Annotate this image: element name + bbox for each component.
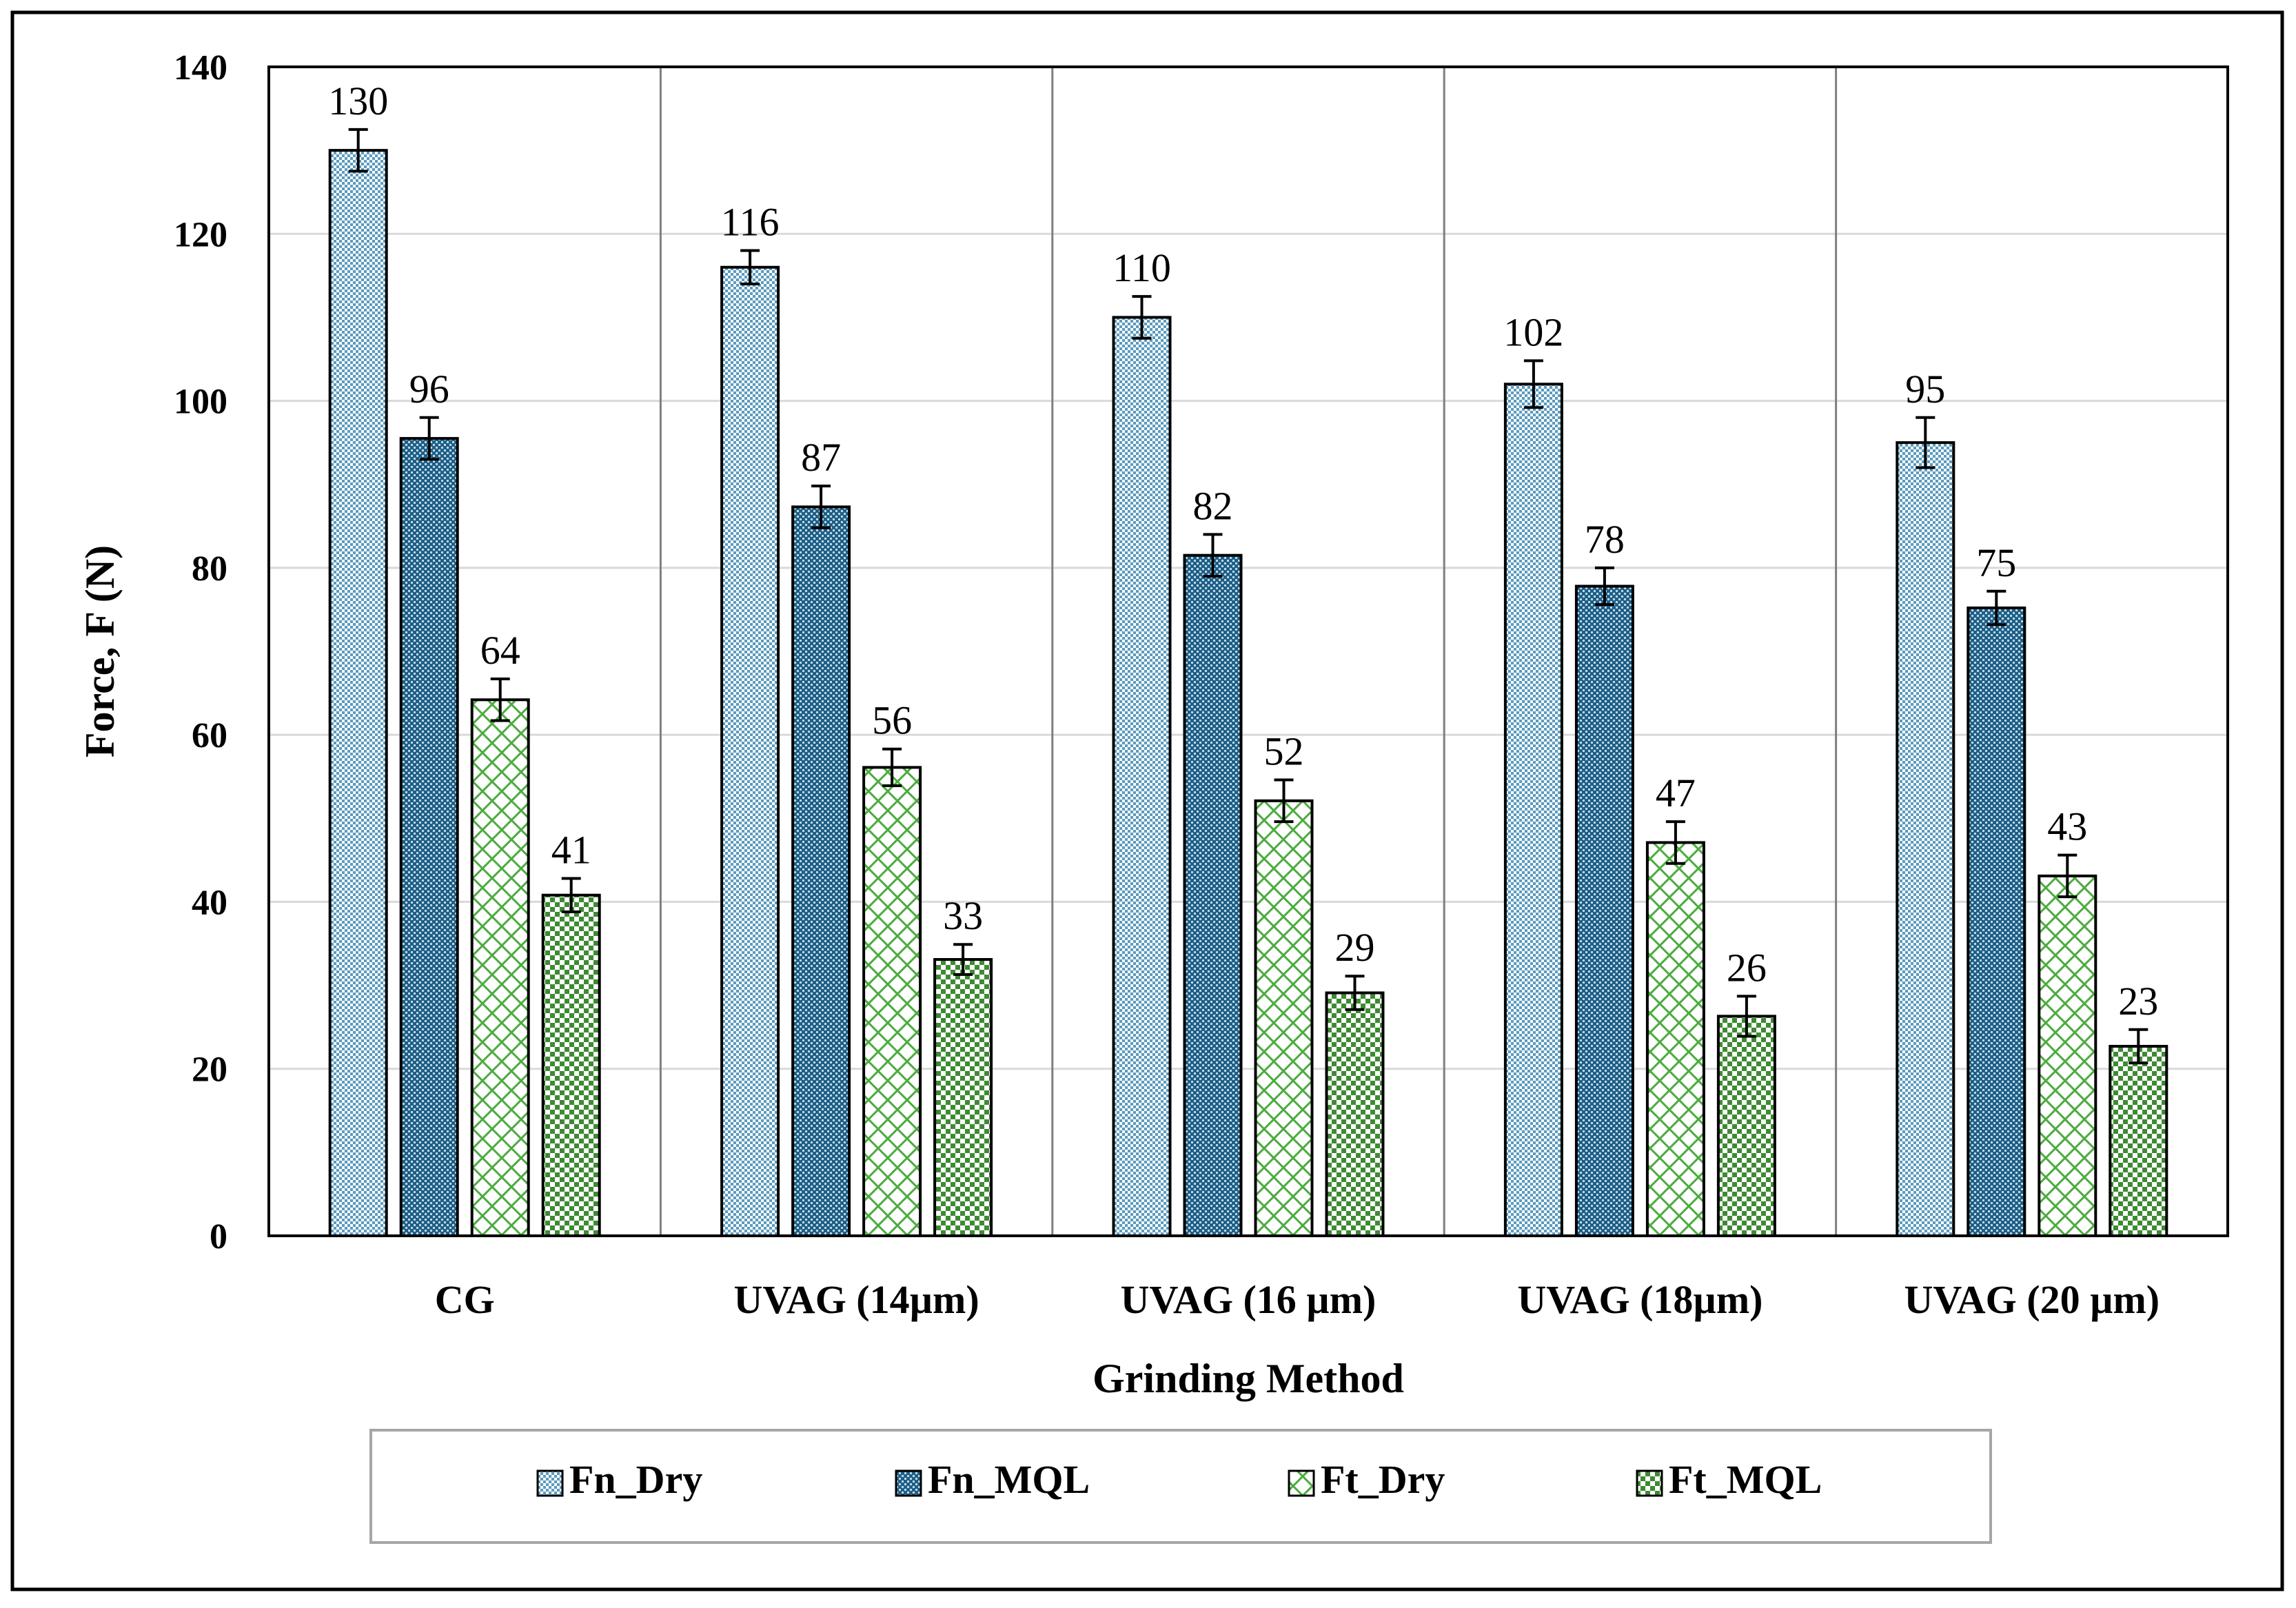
data-label-Fn_Dry-1: 116 (721, 200, 780, 245)
y-tick-label: 80 (192, 549, 227, 589)
category-separators (659, 67, 1838, 1236)
y-tick-label: 120 (174, 215, 227, 254)
data-label-Ft_Dry-1: 56 (872, 698, 912, 743)
bar-Ft_Dry-2 (1254, 799, 1314, 1237)
data-label-Fn_Dry-0: 130 (328, 79, 388, 123)
bar-Fn_MQL-0 (399, 437, 459, 1237)
bar-Ft_Dry-1 (862, 766, 922, 1237)
bar-Fn_Dry-3 (1503, 383, 1563, 1237)
data-label-Fn_Dry-2: 110 (1113, 245, 1171, 290)
data-label-Fn_MQL-4: 75 (1976, 540, 2016, 585)
bar-Ft_MQL-2 (1325, 991, 1385, 1237)
x-category-label: UVAG (14µm) (734, 1277, 979, 1322)
data-label-Fn_Dry-3: 102 (1503, 309, 1563, 354)
y-tick-label: 140 (174, 48, 227, 88)
x-category-labels: CG UVAG (14µm) UVAG (16 µm) UVAG (18µm) UVAG… (435, 1277, 2160, 1322)
legend-box (369, 1429, 1992, 1544)
y-tick-label: 100 (174, 383, 227, 422)
data-label-Ft_Dry-4: 43 (2047, 804, 2087, 849)
x-category-label: CG (435, 1277, 495, 1322)
bar-Fn_MQL-2 (1183, 553, 1243, 1237)
y-tick-label: 60 (192, 716, 227, 755)
bar-Fn_MQL-3 (1574, 584, 1634, 1237)
bar-Fn_MQL-1 (791, 505, 851, 1237)
legend-label-Fn_Dry: Fn_Dry (569, 1457, 702, 1502)
data-label-Ft_MQL-1: 33 (943, 893, 983, 938)
legend-swatch-Ft_MQL (1636, 1469, 1663, 1497)
bar-Ft_Dry-4 (2038, 874, 2097, 1237)
legend-swatch-Fn_MQL (895, 1469, 922, 1497)
data-label-Ft_Dry-0: 64 (480, 628, 520, 673)
legend-swatch-Ft_Dry (1288, 1469, 1315, 1497)
plot-area-border (267, 65, 2229, 1237)
x-axis-title: Grinding Method (1093, 1356, 1404, 1401)
data-label-Fn_MQL-2: 82 (1193, 483, 1233, 528)
legend-label-Fn_MQL: Fn_MQL (928, 1457, 1090, 1502)
bar-Ft_MQL-0 (541, 893, 601, 1238)
bar-Ft_Dry-0 (470, 698, 530, 1237)
y-tick-label: 40 (192, 883, 227, 922)
y-tick-labels: 0 20 40 60 80 100 120 140 (174, 48, 227, 1256)
bar-Ft_MQL-1 (933, 958, 993, 1237)
y-tick-label: 0 (210, 1217, 227, 1256)
bar-Ft_Dry-3 (1645, 841, 1705, 1237)
x-category-label: UVAG (20 µm) (1904, 1277, 2160, 1322)
data-label-Fn_MQL-3: 78 (1585, 517, 1625, 562)
data-label-Fn_MQL-0: 96 (409, 367, 449, 411)
x-category-label: UVAG (18µm) (1517, 1277, 1762, 1322)
data-label-Ft_Dry-2: 52 (1264, 729, 1304, 774)
data-label-Ft_MQL-4: 23 (2118, 979, 2158, 1024)
bar-Fn_Dry-1 (720, 265, 780, 1238)
data-labels: 130 96 64 41 116 87 56 33 110 82 52 29 102 78 47 26 95 75… (328, 79, 2158, 1024)
legend-label-Ft_Dry: Ft_Dry (1321, 1457, 1445, 1502)
data-label-Ft_Dry-3: 47 (1656, 771, 1696, 815)
bar-Fn_MQL-4 (1967, 607, 2026, 1237)
legend: Fn_Dry Fn_MQL Ft_Dry Ft_MQL (369, 1429, 1992, 1544)
bar-Ft_MQL-3 (1716, 1015, 1776, 1237)
y-axis-title: Force, F (N) (77, 545, 123, 757)
bar-Ft_MQL-4 (2109, 1045, 2168, 1238)
legend-swatch-Fn_Dry (536, 1469, 564, 1497)
data-label-Ft_MQL-3: 26 (1727, 945, 1767, 990)
error-bars (348, 128, 2148, 1065)
bar-Fn_Dry-4 (1896, 441, 1955, 1238)
bar-Fn_Dry-2 (1112, 316, 1172, 1237)
data-label-Ft_MQL-2: 29 (1335, 925, 1375, 970)
x-category-label: UVAG (16 µm) (1121, 1277, 1376, 1322)
legend-label-Ft_MQL: Ft_MQL (1669, 1457, 1822, 1502)
y-tick-label: 20 (192, 1050, 227, 1090)
data-label-Fn_Dry-4: 95 (1905, 367, 1945, 411)
data-label-Ft_MQL-0: 41 (551, 828, 591, 873)
bar-Fn_Dry-0 (328, 149, 388, 1238)
data-label-Fn_MQL-1: 87 (801, 435, 841, 480)
